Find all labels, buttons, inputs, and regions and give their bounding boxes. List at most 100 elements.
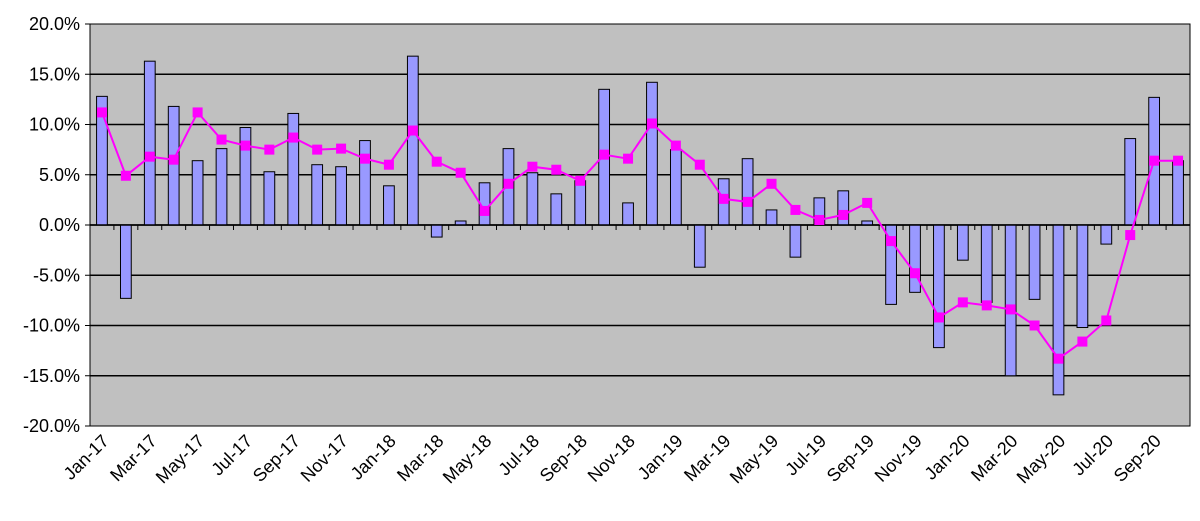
bar-Jun-19 bbox=[789, 224, 802, 258]
x-tick-label: Jan-19 bbox=[634, 431, 687, 484]
line-point-Sep-19 bbox=[862, 197, 873, 208]
y-tick-label: -10.0% bbox=[23, 316, 80, 336]
line-point-Jun-17 bbox=[216, 134, 227, 145]
bar-May-20 bbox=[1052, 224, 1065, 396]
bar-Aug-20 bbox=[1124, 138, 1137, 226]
line-point-Feb-19 bbox=[694, 159, 705, 170]
line-series bbox=[96, 107, 1184, 364]
bar-Dec-17 bbox=[359, 140, 371, 226]
y-tick-label: 20.0% bbox=[29, 14, 80, 34]
y-tick-label: -5.0% bbox=[33, 265, 80, 285]
x-tick-label: Jan-20 bbox=[921, 431, 974, 484]
x-tick-label: Sep-19 bbox=[823, 431, 878, 486]
bar-Aug-18 bbox=[550, 193, 563, 226]
line-point-Aug-17 bbox=[264, 144, 275, 155]
x-tick-label: Jan-18 bbox=[347, 431, 400, 484]
bar-Dec-19 bbox=[933, 224, 945, 349]
y-axis-tick-labels: 20.0% 15.0% 10.0% 5.0% 0.0% -5.0% -10.0% -15.0%… bbox=[23, 14, 80, 436]
x-tick-label: Nov-18 bbox=[584, 431, 639, 486]
line-path bbox=[101, 110, 1178, 361]
line-point-Jan-19 bbox=[670, 140, 681, 151]
line-point-Aug-20 bbox=[1125, 230, 1136, 241]
x-tick-label: Sep-17 bbox=[249, 431, 304, 486]
x-tick-label: May-20 bbox=[1013, 431, 1070, 488]
line-point-Oct-19 bbox=[886, 236, 897, 247]
bar-Sep-17 bbox=[287, 112, 300, 226]
line-point-Jul-20 bbox=[1101, 315, 1112, 326]
x-tick-label: Jan-17 bbox=[60, 431, 113, 484]
bar-Mar-17 bbox=[143, 60, 156, 226]
y-tick-label: 5.0% bbox=[39, 165, 80, 185]
x-tick-label: May-19 bbox=[726, 431, 783, 488]
y-tick-label: 0.0% bbox=[39, 215, 80, 235]
line-point-Mar-19 bbox=[718, 193, 729, 204]
bar-Jan-19 bbox=[669, 149, 682, 226]
line-point-Jul-17 bbox=[240, 140, 251, 151]
bar-Jun-20 bbox=[1076, 224, 1089, 329]
line-point-Apr-17 bbox=[168, 154, 179, 165]
line-point-Aug-18 bbox=[551, 164, 562, 175]
line-point-Jan-17 bbox=[96, 107, 107, 118]
bar-Apr-20 bbox=[1028, 224, 1041, 300]
bar-Feb-17 bbox=[119, 224, 132, 299]
bar-Jun-17 bbox=[215, 148, 228, 226]
x-tick-label: Mar-20 bbox=[967, 431, 1021, 485]
bar-Apr-19 bbox=[741, 158, 754, 226]
line-point-Apr-20 bbox=[1029, 320, 1040, 331]
line-point-Mar-18 bbox=[431, 156, 442, 167]
x-tick-label: Nov-19 bbox=[871, 431, 926, 486]
bar-Mar-20 bbox=[1004, 224, 1017, 377]
x-tick-label: Nov-17 bbox=[297, 431, 352, 486]
line-point-May-17 bbox=[192, 107, 203, 118]
bar-Apr-17 bbox=[167, 105, 180, 226]
bar-Feb-18 bbox=[406, 55, 419, 226]
line-point-May-19 bbox=[766, 178, 777, 189]
x-axis-ticks bbox=[89, 225, 1191, 230]
bar-Sep-18 bbox=[574, 180, 587, 226]
bar-Mar-18 bbox=[430, 224, 443, 238]
line-point-Oct-20 bbox=[1173, 155, 1184, 166]
line-point-Mar-17 bbox=[144, 151, 155, 162]
line-point-Nov-17 bbox=[336, 143, 347, 154]
bar-Jan-18 bbox=[383, 185, 395, 226]
x-tick-label: Sep-20 bbox=[1110, 431, 1165, 486]
bar-Aug-17 bbox=[263, 171, 276, 226]
bar-May-17 bbox=[191, 160, 204, 226]
line-point-May-18 bbox=[479, 205, 490, 216]
line-point-Feb-17 bbox=[120, 170, 131, 181]
bar-May-19 bbox=[765, 209, 778, 226]
line-point-Sep-20 bbox=[1149, 155, 1160, 166]
bar-Nov-18 bbox=[622, 202, 634, 226]
y-tick-label: -15.0% bbox=[23, 366, 80, 386]
line-point-Dec-17 bbox=[360, 153, 370, 164]
bar-Oct-20 bbox=[1172, 160, 1184, 226]
bar-Feb-19 bbox=[693, 224, 706, 268]
line-point-Sep-18 bbox=[575, 175, 586, 186]
bar-Nov-17 bbox=[335, 166, 347, 226]
bar-Feb-20 bbox=[980, 224, 993, 303]
line-point-Dec-18 bbox=[646, 118, 657, 129]
bar-Jul-18 bbox=[526, 172, 539, 226]
line-point-Feb-20 bbox=[981, 300, 992, 311]
line-point-Jan-20 bbox=[957, 297, 968, 308]
line-point-Mar-20 bbox=[1005, 304, 1016, 315]
bar-Dec-18 bbox=[646, 81, 658, 226]
x-tick-label: Mar-17 bbox=[106, 431, 160, 485]
line-point-Aug-19 bbox=[838, 209, 849, 220]
line-point-May-20 bbox=[1053, 353, 1064, 364]
x-tick-label: May-17 bbox=[152, 431, 209, 488]
x-tick-label: May-18 bbox=[439, 431, 496, 488]
y-tick-label: 15.0% bbox=[29, 64, 80, 84]
line-point-Jun-20 bbox=[1077, 336, 1088, 347]
bar-Oct-17 bbox=[311, 164, 324, 226]
line-point-Sep-17 bbox=[288, 132, 299, 143]
bar-Jul-20 bbox=[1100, 224, 1113, 245]
bar-Jan-20 bbox=[956, 224, 969, 261]
line-point-Jun-18 bbox=[503, 178, 514, 189]
line-point-Nov-18 bbox=[623, 153, 634, 164]
y-tick-label: 10.0% bbox=[29, 115, 80, 135]
line-point-Jan-18 bbox=[383, 159, 394, 170]
x-tick-label: Mar-18 bbox=[393, 431, 447, 485]
